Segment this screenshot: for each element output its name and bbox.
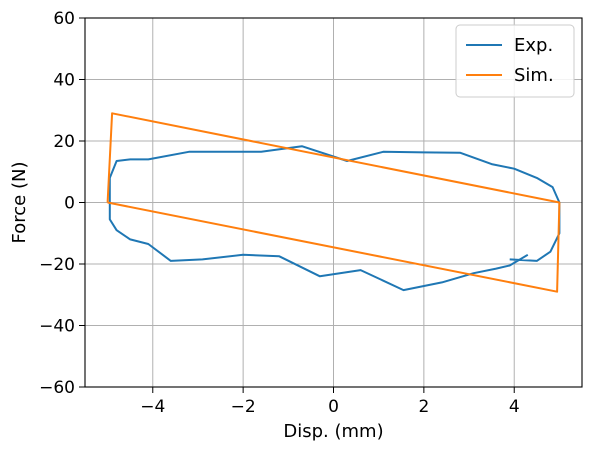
x-tick-label: −2 (231, 397, 256, 417)
y-axis-label: Force (N) (9, 162, 30, 244)
y-tick-label: 60 (53, 9, 75, 29)
y-tick-label: −20 (39, 255, 75, 275)
y-tick-label: 40 (53, 71, 75, 91)
series-line-exp (108, 145, 561, 292)
legend-label: Sim. (514, 65, 554, 86)
x-tick-label: 4 (509, 397, 520, 417)
x-axis-label: Disp. (mm) (283, 421, 383, 442)
y-tick-label: −60 (39, 378, 75, 398)
legend-box (455, 24, 575, 98)
x-tick-label: −4 (140, 397, 165, 417)
y-tick-label: 0 (64, 194, 75, 214)
y-tick-label: 20 (53, 132, 75, 152)
x-tick-label: 2 (418, 397, 429, 417)
legend: Exp. Sim. (455, 24, 575, 98)
series-layer (106, 112, 561, 293)
legend-label: Exp. (514, 35, 553, 56)
y-tick-label: −40 (39, 317, 75, 337)
x-tick-label: 0 (328, 397, 339, 417)
series-line-sim (106, 112, 561, 293)
